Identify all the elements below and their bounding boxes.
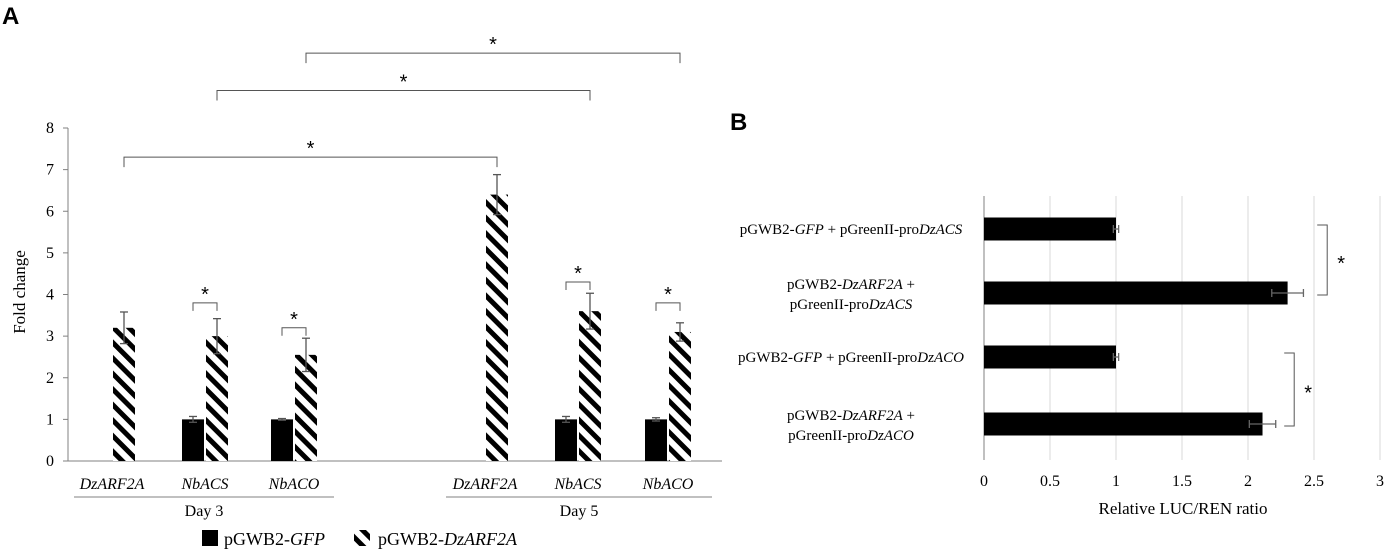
category-label: NbACO	[642, 476, 694, 493]
panel-a: A Fold change 0 1 2 3 4 5 6 7 8 DzARF2A NbACS NbAC…	[2, 3, 722, 520]
x-tick-label: 3	[1376, 473, 1384, 490]
bar-hatched	[113, 327, 135, 461]
x-tick-label: 1.5	[1172, 473, 1192, 490]
error-bar	[1248, 420, 1277, 428]
category-label: DzARF2A	[79, 476, 145, 493]
significance-bracket: *	[655, 284, 681, 311]
y-tick-label: 1	[46, 411, 54, 428]
group-label: Day 3	[185, 503, 224, 520]
panel-b-x-ticks: 0 0.5 1 1.5 2 2.5 3	[980, 473, 1384, 490]
x-tick-label: 0.5	[1040, 473, 1060, 490]
significance-star: *	[664, 284, 672, 306]
legend-label-gfp: pGWB2-GFP	[224, 529, 325, 549]
error-bar	[493, 173, 501, 216]
bar-hatched	[295, 354, 317, 461]
significance-star: *	[290, 309, 298, 331]
significance-star: *	[201, 284, 209, 306]
panel-b-row-labels: pGWB2-GFP + pGreenII-proDzACS pGWB2-DzARF…	[738, 222, 964, 444]
error-bar	[652, 417, 660, 422]
y-tick-label: 7	[46, 162, 54, 179]
panel-b-xlabel: Relative LUC/REN ratio	[1098, 499, 1267, 518]
row-label: pGreenII-proDzACO	[788, 428, 914, 444]
error-bar	[213, 317, 221, 355]
hbar	[984, 281, 1288, 305]
hbar	[984, 217, 1116, 241]
error-bar	[562, 415, 570, 423]
significance-star: *	[400, 72, 408, 94]
row-label: pGWB2-GFP + pGreenII-proDzACS	[740, 222, 963, 238]
hbar	[984, 345, 1116, 369]
panel-a-axes: 0 1 2 3 4 5 6 7 8	[46, 120, 722, 470]
group-label: Day 5	[560, 503, 599, 520]
error-bar	[120, 311, 128, 345]
panel-b: B pGWB2-GFP + pGreenII-proDzACS pGWB2-DzA…	[730, 109, 1384, 518]
bar-solid	[271, 419, 293, 461]
significance-star: *	[1304, 383, 1312, 405]
significance-bracket: *	[281, 309, 307, 336]
panel-b-significance: **	[1284, 224, 1345, 427]
panel-b-error-bars	[1112, 225, 1305, 428]
row-label: pGWB2-DzARF2A +	[787, 408, 915, 424]
hbar	[984, 412, 1263, 436]
row-label: pGWB2-DzARF2A +	[787, 277, 915, 293]
legend-label-dzarf2a: pGWB2-DzARF2A	[378, 529, 518, 549]
x-tick-label: 2.5	[1304, 473, 1324, 490]
error-bar	[189, 415, 197, 423]
category-label: NbACO	[268, 476, 320, 493]
panel-a-significance: * * * * * * *	[123, 34, 681, 336]
significance-star: *	[307, 138, 315, 160]
bar-solid	[645, 419, 667, 461]
legend: pGWB2-GFP pGWB2-DzARF2A	[202, 529, 518, 549]
bar-hatched	[669, 331, 691, 461]
bar-hatched	[486, 194, 508, 461]
x-tick-label: 0	[980, 473, 988, 490]
y-tick-label: 0	[46, 453, 54, 470]
significance-bracket: *	[305, 34, 681, 64]
bar-hatched	[206, 336, 228, 461]
y-tick-label: 4	[46, 287, 54, 304]
y-tick-label: 3	[46, 328, 54, 345]
bar-solid	[555, 419, 577, 461]
error-bar	[302, 337, 310, 373]
significance-bracket: *	[1317, 224, 1345, 296]
y-tick-label: 5	[46, 245, 54, 262]
significance-star: *	[1337, 253, 1345, 275]
legend-swatch-gfp	[202, 530, 218, 546]
error-bar	[278, 417, 286, 421]
bar-solid	[182, 419, 204, 461]
significance-bracket: *	[216, 72, 591, 101]
panel-a-error-bars	[120, 173, 684, 423]
error-bar	[1112, 353, 1120, 361]
y-tick-label: 6	[46, 203, 54, 220]
category-label: NbACS	[553, 476, 601, 493]
x-tick-label: 1	[1112, 473, 1120, 490]
panel-b-letter: B	[730, 109, 747, 136]
panel-a-bars	[113, 194, 691, 461]
error-bar	[1112, 225, 1120, 233]
x-tick-label: 2	[1244, 473, 1252, 490]
significance-bracket: *	[1284, 352, 1312, 427]
significance-bracket: *	[192, 284, 218, 311]
significance-bracket: *	[123, 138, 498, 168]
y-tick-label: 2	[46, 370, 54, 387]
bar-hatched	[579, 311, 601, 461]
significance-star: *	[574, 263, 582, 285]
panel-b-bars	[984, 217, 1288, 436]
panel-a-category-labels: DzARF2A NbACS NbACO DzARF2A NbACS NbACO Day 3 D…	[74, 476, 712, 520]
category-label: NbACS	[180, 476, 228, 493]
error-bar	[1271, 289, 1305, 297]
row-label: pGreenII-proDzACS	[790, 297, 913, 313]
panel-a-letter: A	[2, 3, 19, 30]
significance-star: *	[489, 34, 497, 56]
significance-bracket: *	[565, 263, 591, 291]
legend-swatch-dzarf2a	[354, 530, 370, 546]
panel-a-ylabel: Fold change	[10, 250, 29, 334]
error-bar	[586, 292, 594, 330]
category-label: DzARF2A	[452, 476, 518, 493]
row-label: pGWB2-GFP + pGreenII-proDzACO	[738, 350, 964, 366]
y-tick-label: 8	[46, 120, 54, 137]
error-bar	[676, 322, 684, 342]
